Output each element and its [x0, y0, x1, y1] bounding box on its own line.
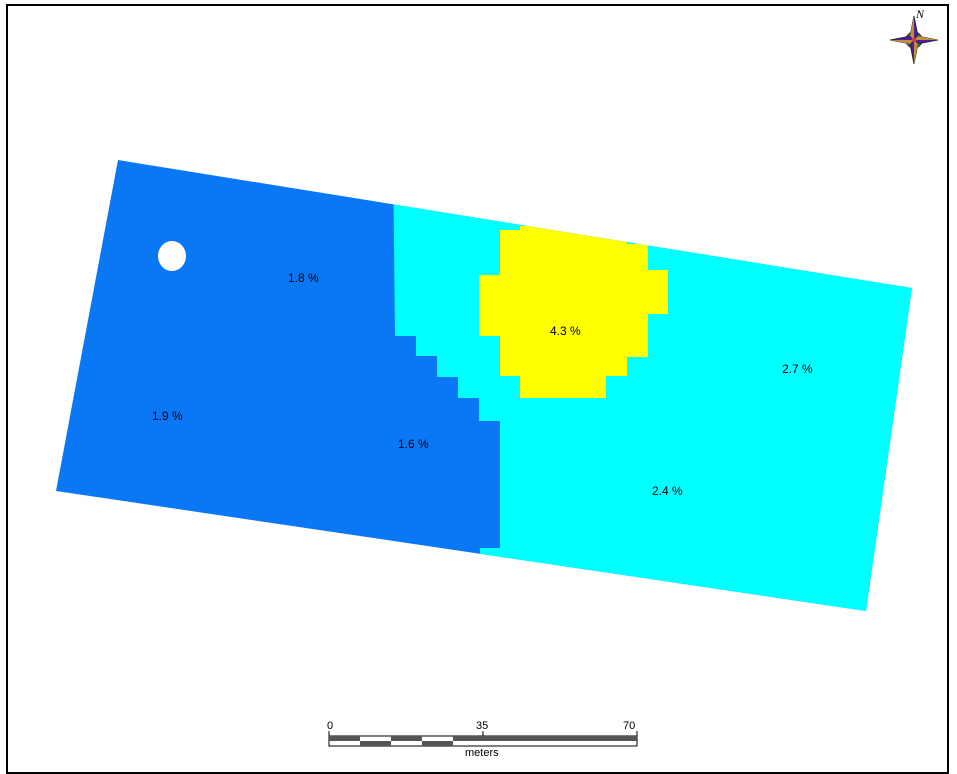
zone-label-2-7: 2.7 % — [782, 362, 813, 376]
zone-label-1-6: 1.6 % — [398, 437, 429, 451]
compass-rose-icon: N — [889, 7, 939, 65]
field-hole — [158, 241, 186, 271]
north-letter: N — [915, 7, 925, 21]
scale-tick-70: 70 — [623, 720, 635, 732]
zone-label-1-8: 1.8 % — [288, 271, 319, 285]
zone-label-2-4: 2.4 % — [652, 484, 683, 498]
scale-unit-label: meters — [465, 747, 499, 759]
scale-tick-0: 0 — [327, 720, 333, 732]
zone-yellow — [479, 226, 668, 398]
zone-label-4-3: 4.3 % — [550, 324, 581, 338]
scale-bar: 0 35 70 meters — [327, 720, 638, 759]
scale-tick-35: 35 — [476, 720, 488, 732]
zone-label-1-9: 1.9 % — [152, 409, 183, 423]
